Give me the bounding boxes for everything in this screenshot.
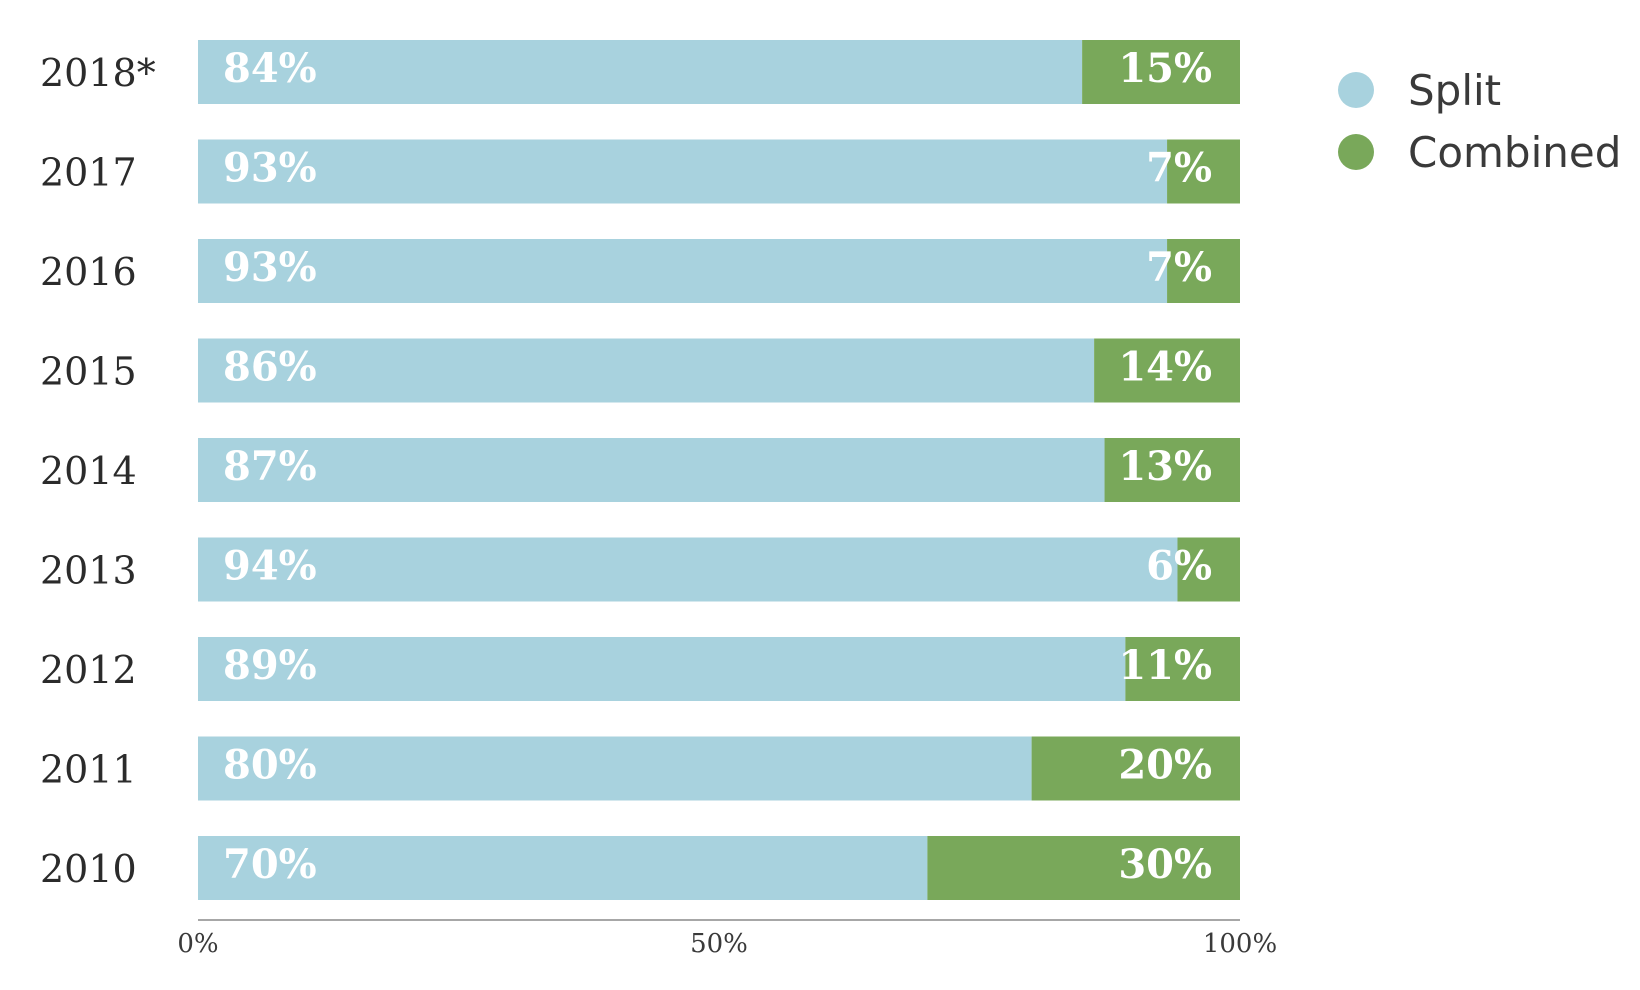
bar-split-8 <box>198 836 928 900</box>
x-tick-label-2: 100% <box>1203 929 1277 959</box>
value-label-combined-5: 6% <box>1146 543 1212 590</box>
legend-marker-split <box>1338 72 1374 108</box>
bar-split-2 <box>198 239 1168 303</box>
bar-split-4 <box>198 438 1105 502</box>
category-label-5: 2013 <box>40 549 137 593</box>
legend-label-combined: Combined <box>1408 128 1621 177</box>
value-label-split-6: 89% <box>223 642 317 689</box>
bar-combined-6 <box>1125 637 1240 701</box>
value-label-split-3: 86% <box>223 344 317 391</box>
category-label-7: 2011 <box>40 748 137 792</box>
category-label-6: 2012 <box>40 648 137 692</box>
value-label-split-4: 87% <box>223 443 317 490</box>
bar-combined-1 <box>1167 139 1240 204</box>
value-label-combined-2: 7% <box>1146 244 1212 291</box>
bar-split-6 <box>198 637 1126 701</box>
category-label-2: 2016 <box>40 250 137 294</box>
bar-split-5 <box>198 537 1178 602</box>
legend-label-split: Split <box>1408 66 1501 115</box>
bar-combined-5 <box>1177 537 1240 602</box>
value-label-split-2: 93% <box>223 244 317 291</box>
bar-combined-7 <box>1031 736 1240 801</box>
bar-combined-8 <box>927 836 1240 900</box>
bar-combined-4 <box>1104 438 1240 502</box>
value-label-combined-7: 20% <box>1118 742 1212 789</box>
value-label-split-8: 70% <box>223 841 317 888</box>
value-label-combined-6: 11% <box>1118 642 1212 689</box>
category-label-4: 2014 <box>40 449 137 493</box>
value-label-combined-1: 7% <box>1146 145 1212 192</box>
bar-combined-2 <box>1167 239 1240 303</box>
bar-combined-3 <box>1094 338 1240 403</box>
bar-split-3 <box>198 338 1095 403</box>
bar-split-0 <box>198 40 1083 104</box>
value-label-split-1: 93% <box>223 145 317 192</box>
value-label-combined-8: 30% <box>1118 841 1212 888</box>
category-label-8: 2010 <box>40 847 137 891</box>
value-label-split-5: 94% <box>223 543 317 590</box>
x-tick-label-0: 0% <box>177 929 218 959</box>
bar-combined-0 <box>1082 40 1240 104</box>
bar-split-7 <box>198 736 1032 801</box>
x-tick-label-1: 50% <box>690 929 748 959</box>
value-label-split-7: 80% <box>223 742 317 789</box>
category-label-1: 2017 <box>40 151 137 195</box>
bar-split-1 <box>198 139 1168 204</box>
legend-marker-combined <box>1338 134 1374 170</box>
category-label-3: 2015 <box>40 350 137 394</box>
value-label-combined-3: 14% <box>1118 344 1212 391</box>
value-label-combined-0: 15% <box>1118 45 1212 92</box>
value-label-split-0: 84% <box>223 45 317 92</box>
value-label-combined-4: 13% <box>1118 443 1212 490</box>
category-label-0: 2018* <box>40 51 156 95</box>
